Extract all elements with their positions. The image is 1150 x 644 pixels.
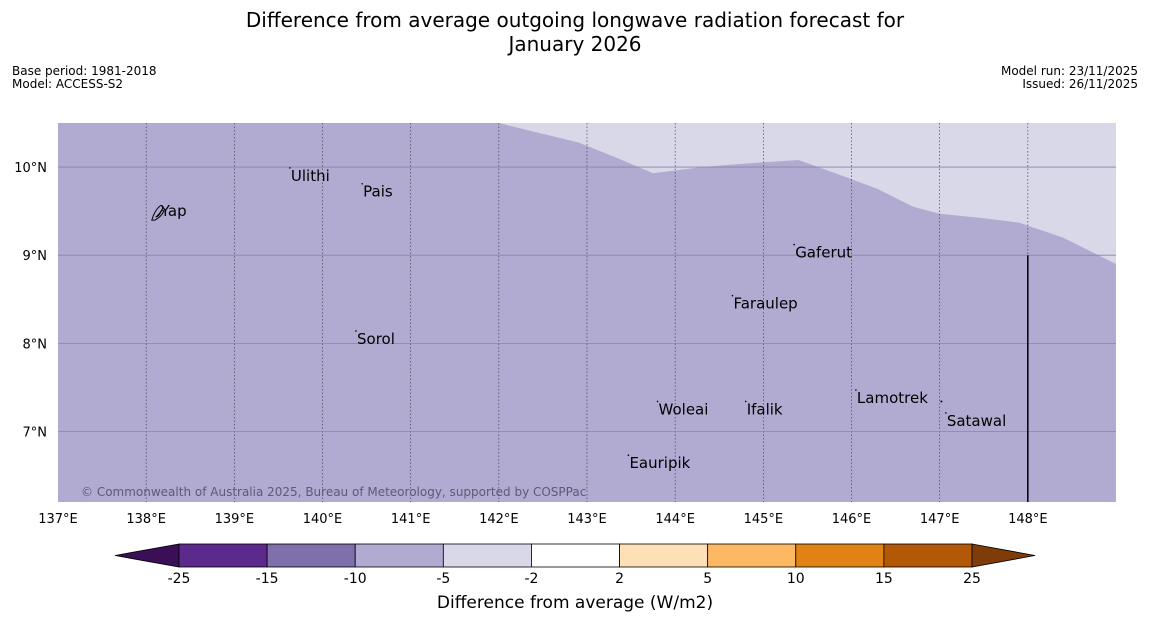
island-marker [656, 400, 659, 403]
lon-tick-label: 140°E [303, 512, 343, 527]
colorbar-tick-label: -5 [436, 571, 450, 587]
meta-left: Base period: 1981-2018 Model: ACCESS-S2 [12, 65, 157, 91]
place-label-woleai: Woleai [659, 400, 709, 418]
colorbar-tick-label: 5 [703, 571, 712, 587]
anomaly-region-light [498, 123, 1116, 264]
place-label-satawal: Satawal [947, 412, 1006, 430]
colorbar-segment [619, 543, 709, 568]
place-label-pais: Pais [363, 183, 393, 201]
colorbar-tick-label: -25 [168, 571, 191, 587]
colorbar-tick-label: 2 [615, 571, 624, 587]
colorbar-tick-label: -15 [256, 571, 279, 587]
island-marker [744, 400, 747, 403]
base-period: Base period: 1981-2018 [12, 64, 157, 78]
lon-tick-label: 139°E [215, 512, 255, 527]
island-marker [731, 294, 734, 297]
lon-tick-label: 148°E [1008, 512, 1048, 527]
model-run: Model run: 23/11/2025 [1000, 64, 1138, 78]
colorbar-tick-label: 25 [963, 571, 981, 587]
lat-tick-label: 9°N [23, 249, 48, 264]
lon-tick-label: 146°E [832, 512, 872, 527]
map-panel: Ulithi Pais Yap Gaferut Faraulep Sorol Lamotre… [14, 123, 1116, 527]
place-label-sorol: Sorol [357, 330, 395, 348]
island-marker [793, 243, 795, 246]
lon-tick-label: 137°E [38, 512, 78, 527]
colorbar-segment [354, 543, 444, 568]
lat-tick-label: 7°N [23, 425, 48, 440]
lat-tick-label: 8°N [23, 337, 48, 352]
lon-tick-label: 145°E [744, 512, 784, 527]
island-marker [289, 167, 291, 169]
island-marker [627, 454, 630, 457]
colorbar-tick-label: -10 [344, 571, 367, 587]
colorbar-tick-label: 15 [875, 571, 893, 587]
lon-tick-label: 141°E [391, 512, 431, 527]
island-marker [355, 330, 357, 332]
colorbar: -25 -15 -10 -5 -2 2 5 10 15 25 [114, 543, 1036, 587]
lon-tick-label: 138°E [126, 512, 166, 527]
place-label-ifalik: Ifalik [747, 400, 783, 418]
colorbar-segment [531, 543, 620, 568]
model-name: Model: ACCESS-S2 [12, 77, 124, 91]
colorbar-segment [266, 543, 356, 568]
place-label-gaferut: Gaferut [795, 244, 852, 262]
lat-tick-label: 10°N [14, 161, 47, 176]
place-label-faraulep: Faraulep [733, 295, 797, 313]
colorbar-segment [442, 543, 532, 568]
lon-tick-label: 142°E [479, 512, 519, 527]
island-marker [361, 182, 363, 185]
place-label-ulithi: Ulithi [291, 167, 330, 185]
colorbar-tick-label: -2 [524, 571, 538, 587]
title-line-2: January 2026 [508, 32, 642, 56]
colorbar-extend-high [971, 543, 1036, 568]
island-marker [855, 389, 857, 391]
lon-tick-label: 144°E [655, 512, 695, 527]
colorbar-label: Difference from average (W/m2) [436, 593, 714, 613]
colorbar-extend-low [114, 543, 180, 568]
lon-tick-label: 143°E [567, 512, 607, 527]
chart-title: Difference from average outgoing longwav… [0, 8, 1150, 56]
colorbar-segment [795, 543, 885, 568]
copyright-notice: © Commonwealth of Australia 2025, Bureau… [81, 485, 586, 499]
place-label-yap: Yap [160, 202, 187, 220]
colorbar-segment [707, 543, 797, 568]
place-label-lamotrek: Lamotrek [857, 389, 928, 407]
title-line-1: Difference from average outgoing longwav… [245, 8, 905, 32]
colorbar-segment [883, 543, 973, 568]
lon-tick-label: 147°E [920, 512, 960, 527]
colorbar-segment [178, 543, 268, 568]
issued-date: Issued: 26/11/2025 [1022, 77, 1138, 91]
place-label-eauripik: Eauripik [629, 454, 690, 472]
colorbar-tick-label: 10 [787, 571, 805, 587]
yap-island-shape [151, 204, 165, 221]
meta-right: Model run: 23/11/2025 Issued: 26/11/2025 [1001, 65, 1138, 91]
islet-marker [940, 400, 943, 403]
island-marker [945, 412, 947, 414]
